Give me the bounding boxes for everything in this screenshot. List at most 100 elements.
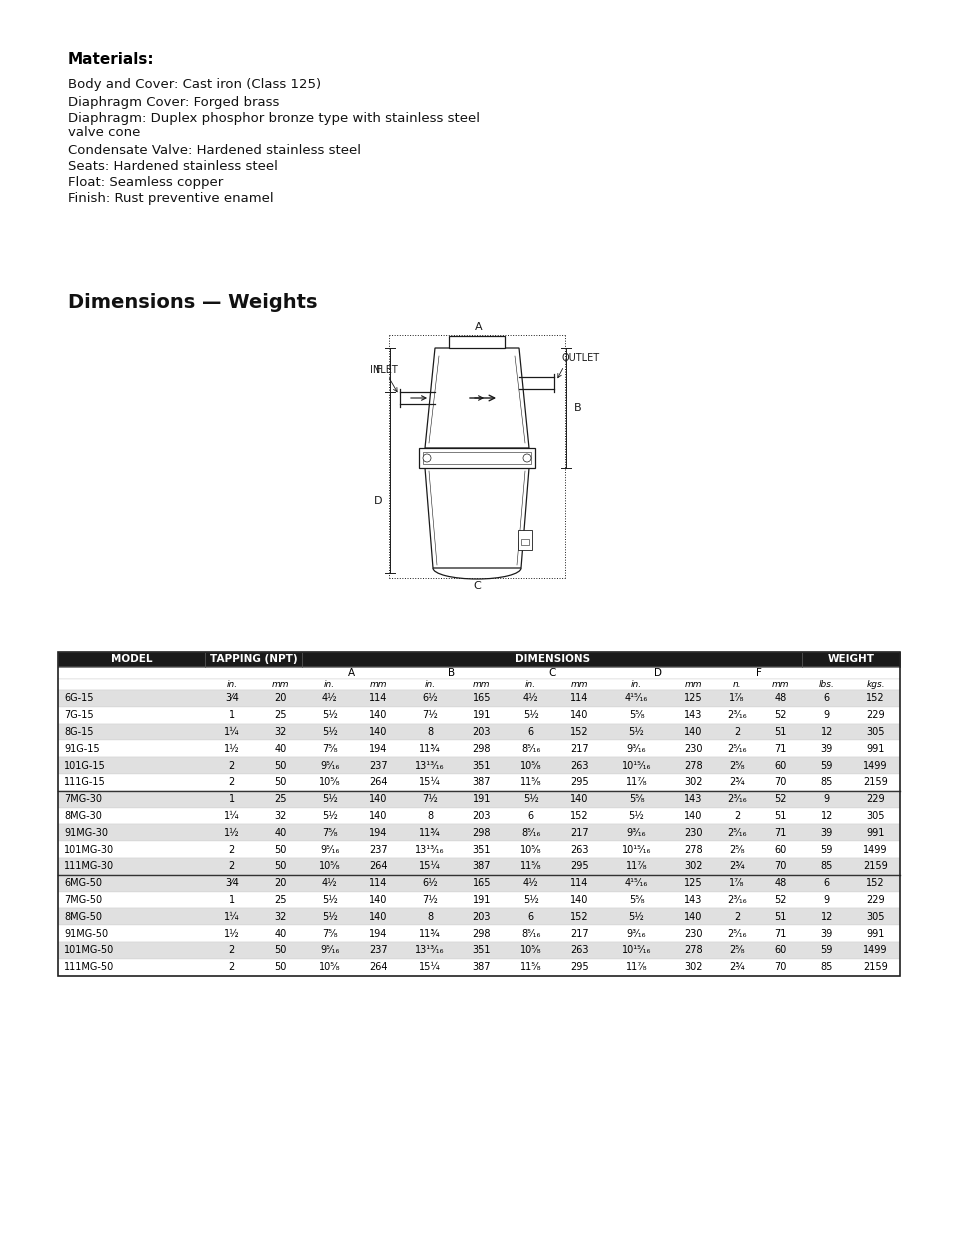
Text: 70: 70 xyxy=(774,861,786,872)
Text: 50: 50 xyxy=(274,761,287,771)
Text: 8MG-50: 8MG-50 xyxy=(64,911,102,921)
Text: A: A xyxy=(475,322,482,332)
Text: kgs.: kgs. xyxy=(865,680,884,689)
Text: 2159: 2159 xyxy=(862,861,887,872)
Text: 1499: 1499 xyxy=(862,761,887,771)
Text: 7½: 7½ xyxy=(422,895,437,905)
Text: 9⁵⁄₁₆: 9⁵⁄₁₆ xyxy=(319,761,339,771)
Text: 1¼: 1¼ xyxy=(224,727,239,737)
Text: 1: 1 xyxy=(229,794,234,804)
Bar xyxy=(58,942,899,958)
Text: 351: 351 xyxy=(472,845,491,855)
Text: 152: 152 xyxy=(865,878,884,888)
Text: Diaphragm: Duplex phosphor bronze type with stainless steel: Diaphragm: Duplex phosphor bronze type w… xyxy=(68,112,479,125)
Text: 59: 59 xyxy=(820,946,832,956)
Text: 203: 203 xyxy=(472,911,491,921)
Text: 8G-15: 8G-15 xyxy=(64,727,93,737)
Text: 111MG-50: 111MG-50 xyxy=(64,962,114,972)
Text: Body and Cover: Cast iron (Class 125): Body and Cover: Cast iron (Class 125) xyxy=(68,78,321,91)
Text: 6: 6 xyxy=(527,811,533,821)
Text: 5⁵⁄₈: 5⁵⁄₈ xyxy=(628,710,643,720)
Text: 13¹³⁄₁₆: 13¹³⁄₁₆ xyxy=(415,946,444,956)
Text: 1: 1 xyxy=(229,710,234,720)
Text: 140: 140 xyxy=(369,911,387,921)
Text: 2⁵⁄₈: 2⁵⁄₈ xyxy=(728,946,744,956)
Text: TAPPING (NPT): TAPPING (NPT) xyxy=(210,655,297,664)
Text: 8: 8 xyxy=(427,727,433,737)
Text: DIMENSIONS: DIMENSIONS xyxy=(515,655,589,664)
Text: 2: 2 xyxy=(229,761,234,771)
Text: 51: 51 xyxy=(774,727,786,737)
Text: 2⁵⁄₁₆: 2⁵⁄₁₆ xyxy=(726,929,746,939)
Text: in.: in. xyxy=(524,680,536,689)
Text: 4½: 4½ xyxy=(321,693,337,704)
Text: 140: 140 xyxy=(369,794,387,804)
Text: 48: 48 xyxy=(774,878,786,888)
Text: n.: n. xyxy=(732,680,740,689)
Text: 2: 2 xyxy=(229,962,234,972)
Text: mm: mm xyxy=(771,680,788,689)
Text: 1499: 1499 xyxy=(862,946,887,956)
Text: 5½: 5½ xyxy=(522,710,537,720)
Text: 7⁵⁄₈: 7⁵⁄₈ xyxy=(321,827,337,837)
Text: 152: 152 xyxy=(865,693,884,704)
Text: 140: 140 xyxy=(570,895,588,905)
Text: 298: 298 xyxy=(472,929,491,939)
Text: 40: 40 xyxy=(274,743,287,753)
Text: 263: 263 xyxy=(570,761,588,771)
Text: in.: in. xyxy=(630,680,641,689)
Text: 59: 59 xyxy=(820,761,832,771)
Bar xyxy=(58,757,899,774)
Bar xyxy=(517,530,532,550)
Text: 7½: 7½ xyxy=(422,794,437,804)
Text: 10¹⁵⁄₁₆: 10¹⁵⁄₁₆ xyxy=(621,845,651,855)
Bar xyxy=(58,858,899,874)
Text: 48: 48 xyxy=(774,693,786,704)
Text: 6½: 6½ xyxy=(422,878,437,888)
Text: 230: 230 xyxy=(683,827,702,837)
Text: 50: 50 xyxy=(274,946,287,956)
Text: 4½: 4½ xyxy=(522,693,537,704)
Text: 264: 264 xyxy=(369,777,387,788)
Text: 6½: 6½ xyxy=(422,693,437,704)
Text: 10¹⁵⁄₁₆: 10¹⁵⁄₁₆ xyxy=(621,761,651,771)
Text: 7MG-30: 7MG-30 xyxy=(64,794,102,804)
Text: Condensate Valve: Hardened stainless steel: Condensate Valve: Hardened stainless ste… xyxy=(68,144,360,157)
Bar xyxy=(58,841,899,858)
Text: 1⁷⁄₈: 1⁷⁄₈ xyxy=(728,693,744,704)
Text: 9⁵⁄₁₆: 9⁵⁄₁₆ xyxy=(319,946,339,956)
Text: 305: 305 xyxy=(865,811,883,821)
Text: Diaphragm Cover: Forged brass: Diaphragm Cover: Forged brass xyxy=(68,96,279,109)
Text: 11⁵⁄₈: 11⁵⁄₈ xyxy=(519,962,541,972)
Text: 25: 25 xyxy=(274,895,287,905)
Text: 125: 125 xyxy=(683,878,702,888)
Text: 10⁵⁄₈: 10⁵⁄₈ xyxy=(519,845,541,855)
Text: 143: 143 xyxy=(683,710,702,720)
Text: D: D xyxy=(654,668,661,678)
Text: 8⁵⁄₁₆: 8⁵⁄₁₆ xyxy=(520,827,539,837)
Text: 50: 50 xyxy=(274,845,287,855)
Text: 191: 191 xyxy=(472,895,491,905)
Text: 302: 302 xyxy=(683,962,702,972)
Text: 20: 20 xyxy=(274,693,287,704)
Text: 85: 85 xyxy=(820,962,832,972)
Text: mm: mm xyxy=(570,680,588,689)
Text: valve cone: valve cone xyxy=(68,126,140,140)
Text: 2159: 2159 xyxy=(862,962,887,972)
Text: 387: 387 xyxy=(472,861,491,872)
Text: mm: mm xyxy=(684,680,701,689)
Bar xyxy=(449,336,504,348)
Text: 10¹⁵⁄₁₆: 10¹⁵⁄₁₆ xyxy=(621,946,651,956)
Text: 278: 278 xyxy=(683,946,702,956)
Text: 2: 2 xyxy=(229,861,234,872)
Text: 2⁵⁄₈: 2⁵⁄₈ xyxy=(728,761,744,771)
Text: 59: 59 xyxy=(820,845,832,855)
Text: 111G-15: 111G-15 xyxy=(64,777,106,788)
Bar xyxy=(58,706,899,724)
Text: 351: 351 xyxy=(472,946,491,956)
Text: Finish: Rust preventive enamel: Finish: Rust preventive enamel xyxy=(68,191,274,205)
Text: 5½: 5½ xyxy=(522,794,537,804)
Text: 9³⁄₁₆: 9³⁄₁₆ xyxy=(626,929,645,939)
Text: 2¾: 2¾ xyxy=(728,777,744,788)
Text: INLET: INLET xyxy=(370,366,397,375)
